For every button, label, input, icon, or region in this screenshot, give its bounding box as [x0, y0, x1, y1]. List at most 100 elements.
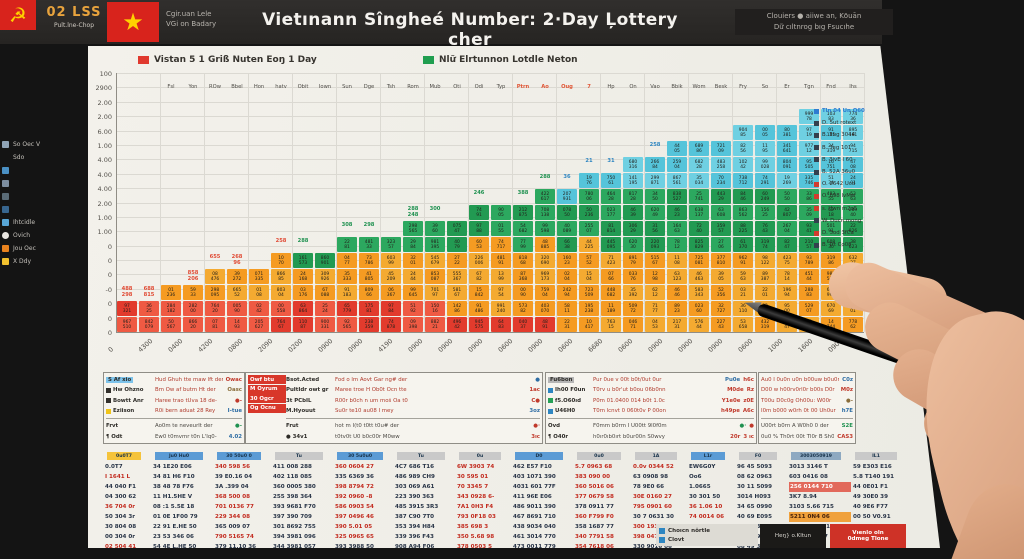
v-gridline [820, 73, 821, 332]
side-legend-marker [814, 181, 819, 187]
heatmap-cell: 818 68 [513, 253, 533, 268]
legend-row-value2: ● [749, 423, 754, 429]
side-legend-marker [814, 108, 819, 114]
legend-row-name: 3t PCbIL [286, 398, 332, 404]
heatmap-cell: 867 561 [667, 173, 687, 188]
y-axis-tick: -0 [105, 285, 112, 294]
legend-box-grid: S Af xio Hud Ghuh tte maw lft der Owac Hw O… [106, 375, 242, 441]
x-axis-tick: 6680 [586, 336, 605, 354]
table-cell: 344 3981 057 [273, 544, 316, 550]
heatmap-cell: 93 789 [799, 253, 819, 268]
heatmap-cell: 023 177 [601, 205, 621, 220]
heatmap-cell: 682 28 [689, 157, 709, 172]
legend-red-cell: M Oyrum [248, 384, 286, 394]
heatmap-cell: 74 717 [491, 237, 511, 252]
v-gridline [512, 73, 513, 332]
table-cell: 339 396 F43 [395, 534, 434, 540]
legend-row-value: ●· [533, 423, 540, 429]
table-cell: 30 804 08 [105, 524, 137, 530]
table-cell: 5.7 0963 68 [575, 464, 613, 470]
table-cell: 02 504 41 [105, 544, 137, 550]
side-legend-marker [814, 157, 819, 163]
heatmap-cell: 24 168 [293, 269, 313, 284]
heatmap-cell: 06 367 [381, 285, 401, 300]
legend-row-value: h7E [841, 408, 853, 414]
legend-box-grid: Fu6bon Pur 0ue v 00t b0t/0ut 0ur Pu0e h6c Ih… [548, 375, 754, 441]
heatmap-cell: 320 690 [535, 253, 555, 268]
legend-row-desc: Ew0 t0mvmr t0n L'Iq0- [155, 433, 217, 440]
heatmap-cell: 74 291 [755, 173, 775, 188]
table-cell: 467 8691 710 [513, 514, 556, 520]
table-cell: 438 9034 040 [513, 524, 556, 530]
sidebar-item: X Ddy [2, 255, 88, 268]
side-legend-label: D. 3od 3fCa [822, 230, 854, 236]
legend-row-desc: P0m 01.0400 014 b0t 1.0c [593, 397, 665, 404]
legend-red-cell: Og Ocnu [248, 403, 286, 413]
column-value-label: 388 [517, 190, 529, 196]
column-value-label: 31 [607, 158, 615, 164]
sidebar-item [2, 203, 88, 216]
table-cell: 358 1687 77 [575, 524, 614, 530]
heatmap-cell: 44 05 [667, 141, 687, 156]
side-legend-marker [814, 145, 819, 151]
column-label: hatv [275, 84, 287, 90]
heatmap-cell: 160 23 [557, 253, 577, 268]
table-cell: 397 0496 46 [335, 514, 374, 520]
legend-footer-row: ¶ Odt Ew0 t0mvmr t0n L'Iq0- 4.02 [106, 432, 242, 441]
x-axis-tick: 0 [106, 345, 116, 354]
legend-row-marker [548, 387, 553, 393]
heatmap-cell: 50 567 [161, 317, 181, 332]
heatmap-cell: 71 77 [645, 301, 665, 316]
legend-row-value2: Rz [746, 387, 754, 393]
heatmap-cell: 175 81 [359, 301, 379, 316]
table-header-chip: Tu [397, 452, 445, 460]
heatmap-cell: 981 395 [425, 237, 445, 252]
heatmap-cell: 267 04 [777, 221, 797, 236]
footer-legend-marker [659, 527, 665, 534]
legend-row: Au0 I 0u0n u0n b00uw b0u0r C0z [761, 375, 853, 384]
y-axis-line [116, 73, 117, 332]
heatmap-cell: 03 176 [293, 285, 313, 300]
heatmap-cell: 22 826 [843, 221, 863, 236]
table-cell: 11 H1.5HE V [153, 494, 193, 500]
heatmap-cell: 66 38 [557, 237, 577, 252]
table-cell: 6W 3903 74 [457, 464, 495, 470]
x-axis-tick: 0600 [736, 336, 755, 354]
heatmap-cell: 74 878 [381, 317, 401, 332]
heatmap-cell: 603 99 [381, 253, 401, 268]
heatmap-cell: 319 86 [821, 253, 841, 268]
legend-row-desc: t0tv0t U0 b0c00r M0ww [335, 433, 400, 440]
heatmap-cell: 53 63 [843, 189, 863, 204]
heatmap-cell: 36 25 [139, 301, 159, 316]
heatmap-cell: 608 30 [821, 237, 841, 252]
table-cell: 74 0014 06 [689, 514, 725, 520]
heatmap-cell: 01 08 [249, 285, 269, 300]
column-label: Bbel [231, 84, 243, 90]
legend-row-desc: R00r b0ch n um moš Oa t0 [335, 397, 408, 404]
heatmap-cell: 25 741 [689, 189, 709, 204]
legend-row-desc: Au0 I 0u0n u0n b00uw b0u0r [761, 376, 840, 383]
heatmap-cell: 723 509 [579, 285, 599, 300]
column-label: Hp [607, 84, 615, 90]
heatmap-cell: 88 225 [733, 221, 753, 236]
heatmap-cell: 29 84 [403, 237, 423, 252]
h-gridline [116, 130, 864, 132]
heatmap-cell: 61 370 [733, 237, 753, 252]
legend-row-name: ¶ O40r [548, 434, 590, 440]
v-gridline [864, 73, 865, 332]
table-cell: 3013 3146 T [789, 464, 828, 470]
column-value-label: 655 [209, 254, 221, 260]
v-gridline [688, 73, 689, 332]
table-cell: 378 0911 77 [575, 504, 614, 510]
table-cell: 397 390 709 [273, 514, 312, 520]
legend-row-name: ● 34v1 [286, 434, 332, 440]
table-cell: 360 F799 F0 [575, 514, 614, 520]
heatmap-cell: 60 53 [469, 237, 489, 252]
heatmap-cell: 891 79 [623, 253, 643, 268]
table-cell: 393 3988 50 [335, 544, 374, 550]
sidebar-item [2, 177, 88, 190]
x-axis-tick: 0600 [556, 336, 575, 354]
table-cell: 04 300 62 [105, 494, 137, 500]
legend-row: Eziison R0i bern aduat 28 Rey I-tue [106, 407, 242, 416]
table-cell: 379 11.10 36 [215, 544, 257, 550]
